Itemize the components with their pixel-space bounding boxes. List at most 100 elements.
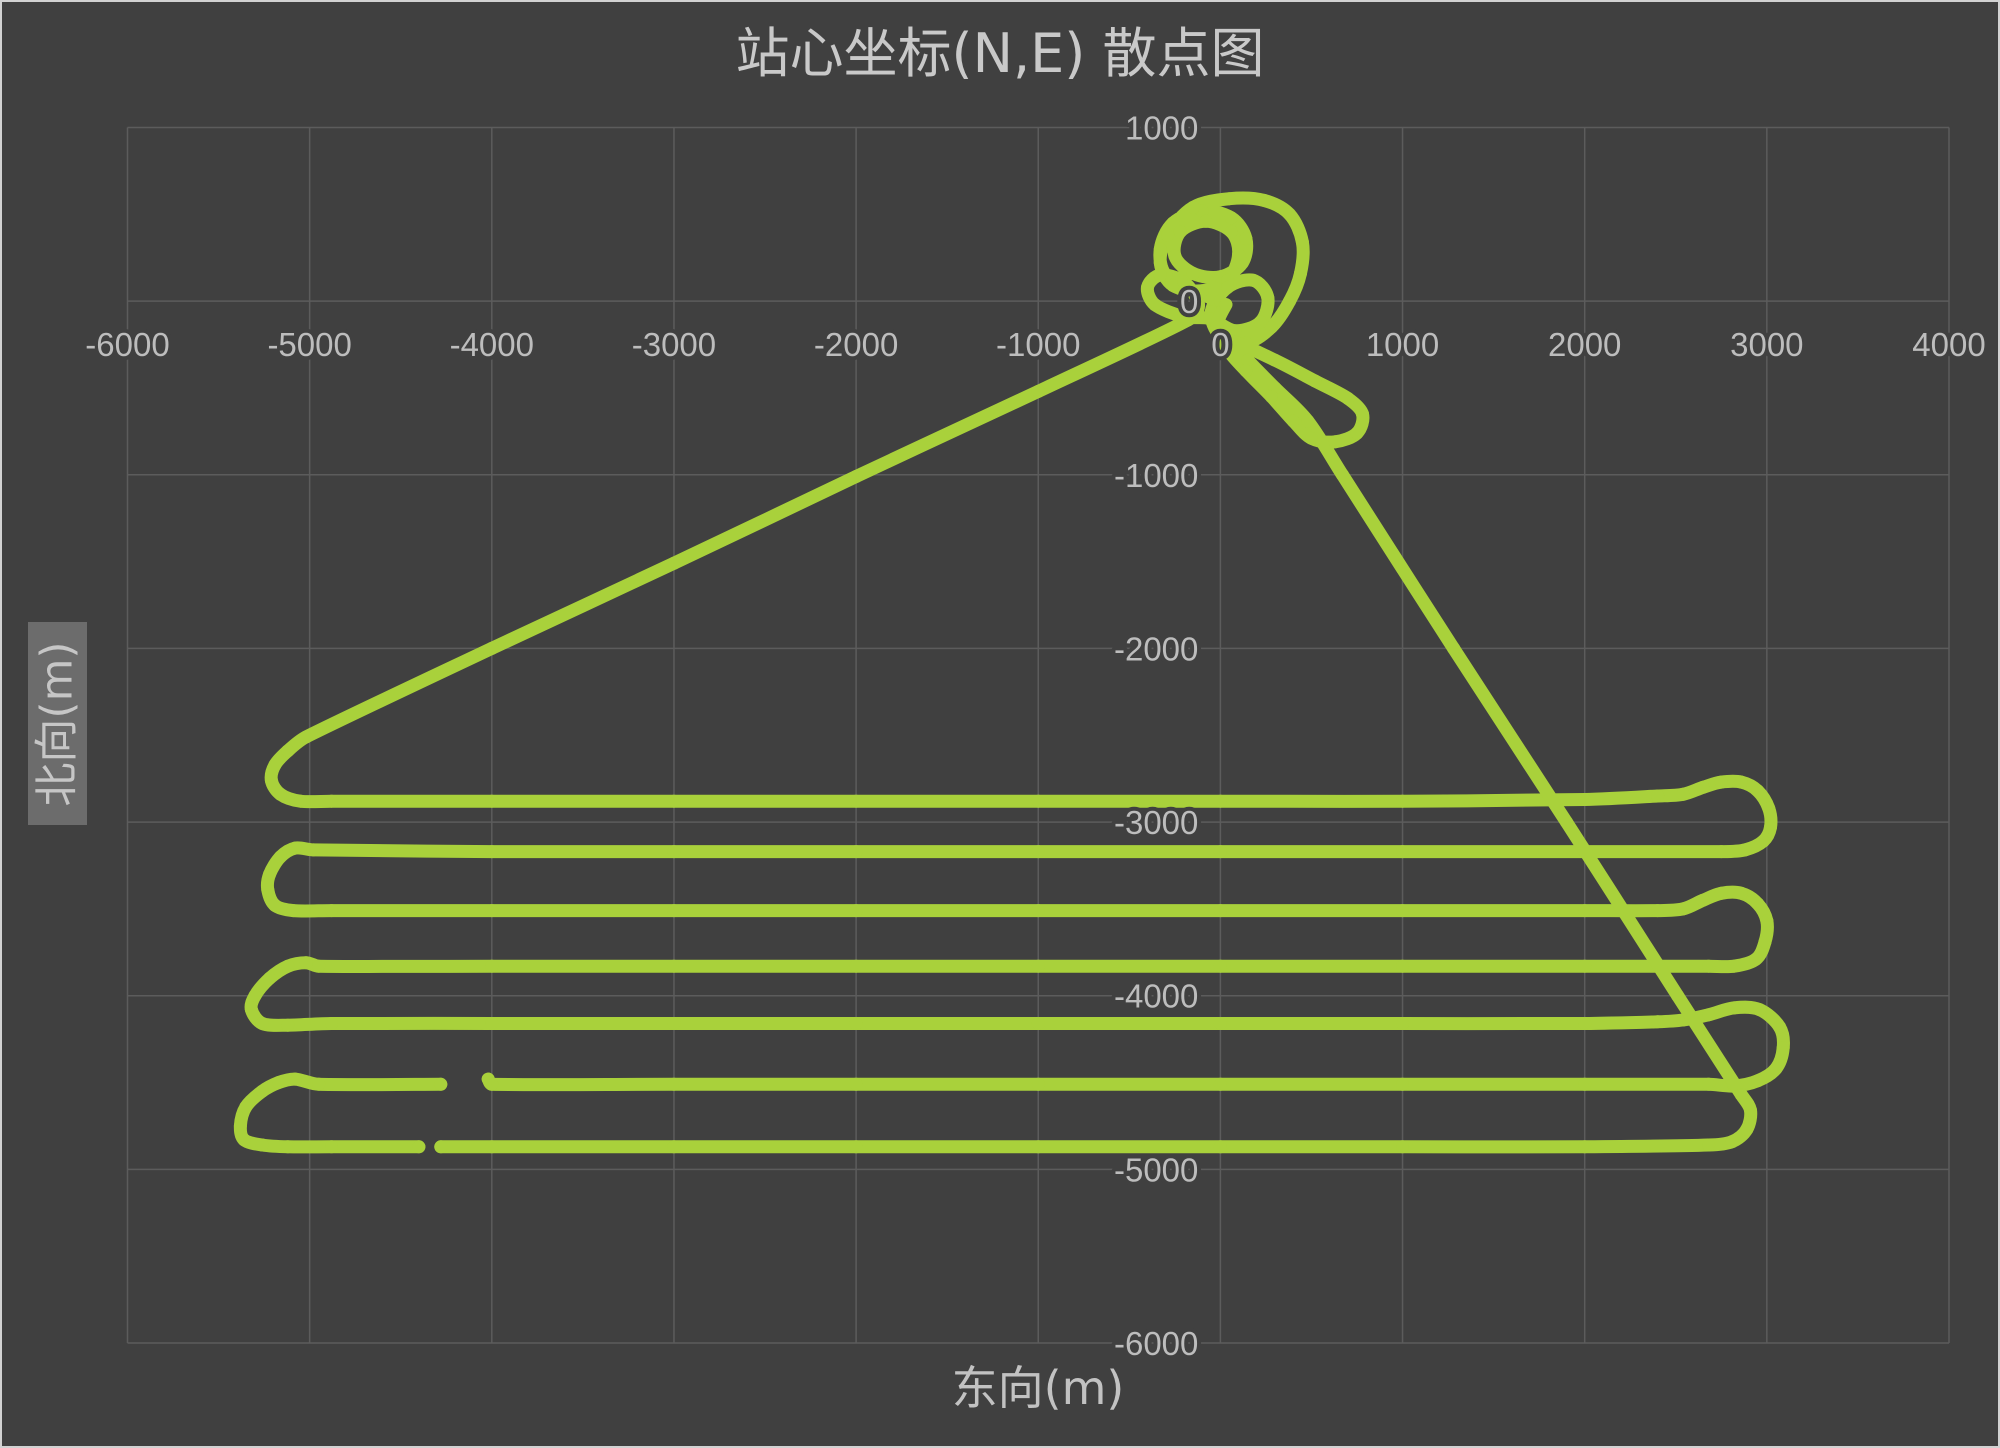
x-tick-label: -6000: [85, 326, 169, 363]
data-point: [1213, 904, 1227, 918]
data-point: [255, 1017, 269, 1030]
data-point: [1031, 794, 1045, 808]
data-point: [1396, 904, 1409, 918]
y-tick-label: -2000: [1114, 630, 1198, 667]
x-tick-label: -1000: [996, 326, 1080, 363]
data-point: [667, 845, 681, 859]
data-point: [1305, 431, 1318, 445]
data-point: [1740, 1122, 1754, 1136]
data-point: [849, 794, 863, 808]
data-point: [1696, 780, 1710, 794]
data-point: [1186, 266, 1200, 280]
data-point: [849, 470, 863, 483]
data-point: [1283, 207, 1297, 221]
data-point: [1294, 266, 1307, 280]
data-point: [1286, 414, 1300, 428]
data-point: [1578, 1140, 1592, 1154]
data-point: [325, 1017, 338, 1030]
data-point: [412, 1140, 426, 1154]
data-point: [299, 730, 313, 744]
data-point: [281, 1018, 295, 1032]
data-point: [667, 794, 681, 808]
data-point: [1141, 280, 1154, 294]
x-tick-label: 0: [1211, 326, 1229, 363]
data-point: [485, 794, 499, 808]
series-line-segment: [233, 1072, 448, 1154]
data-point: [1221, 343, 1235, 357]
data-point: [1261, 291, 1275, 305]
data-point: [1239, 364, 1253, 378]
data-point: [1199, 214, 1213, 228]
data-point: [1328, 435, 1342, 449]
y-tick-label: -4000: [1114, 978, 1198, 1015]
data-point: [274, 850, 287, 864]
data-point: [1764, 820, 1777, 834]
data-point: [1396, 794, 1409, 808]
data-point: [485, 641, 499, 655]
data-point: [481, 1072, 495, 1086]
data-point: [1192, 298, 1205, 312]
x-tick-label: 4000: [1912, 326, 1985, 363]
data-point: [1031, 845, 1045, 859]
data-point: [1769, 1062, 1783, 1076]
data-point: [1714, 886, 1728, 900]
data-point: [1341, 391, 1355, 405]
data-point: [1714, 845, 1728, 859]
data-point: [849, 1140, 863, 1154]
data-point: [1396, 1017, 1409, 1030]
data-point: [1210, 320, 1224, 334]
data-point: [1751, 1074, 1765, 1088]
data-point: [325, 1140, 338, 1154]
y-axis-label-box[interactable]: 北向(m): [28, 622, 87, 825]
data-point: [244, 1003, 258, 1017]
y-tick-label: -1000: [1114, 457, 1198, 494]
data-point: [1301, 414, 1315, 428]
data-point: [306, 843, 320, 857]
data-point: [1702, 1138, 1716, 1152]
data-point: [237, 1133, 251, 1147]
data-point: [1671, 989, 1685, 1003]
data-point: [667, 1017, 681, 1030]
data-point: [485, 1140, 499, 1154]
data-point: [233, 1119, 247, 1133]
data-point: [1031, 1140, 1045, 1154]
data-point: [1153, 242, 1167, 256]
data-point: [1651, 904, 1665, 918]
data-point: [325, 904, 338, 918]
data-point: [849, 904, 863, 918]
x-tick-label: -2000: [814, 326, 898, 363]
track-series: [233, 191, 1790, 1154]
data-point: [1166, 279, 1180, 292]
data-point: [1356, 407, 1369, 421]
data-point: [1246, 273, 1260, 287]
data-point: [1221, 280, 1235, 294]
data-point: [1213, 1017, 1227, 1030]
data-point: [1396, 959, 1409, 973]
data-point: [1734, 775, 1748, 789]
data-point: [288, 841, 302, 855]
gridlines: [126, 126, 1950, 1344]
data-point: [1651, 1015, 1665, 1029]
data-point: [1148, 298, 1162, 312]
data-point: [1578, 904, 1592, 918]
data-point: [1734, 1088, 1748, 1102]
data-point: [281, 1140, 295, 1154]
data-point: [1239, 232, 1253, 246]
data-point: [1031, 1017, 1045, 1030]
data-point: [1578, 793, 1592, 806]
data-point: [1186, 284, 1200, 298]
data-point: [1268, 353, 1282, 367]
data-point: [1264, 320, 1278, 334]
data-point: [312, 1077, 326, 1091]
data-point: [1744, 1103, 1757, 1117]
data-point: [485, 904, 499, 918]
data-point: [1257, 193, 1271, 207]
data-point: [1578, 1017, 1592, 1030]
y-tick-label: -3000: [1114, 804, 1198, 841]
data-point: [485, 845, 499, 859]
data-point: [1776, 1041, 1790, 1055]
data-point: [1219, 298, 1233, 312]
data-point: [1161, 228, 1175, 242]
